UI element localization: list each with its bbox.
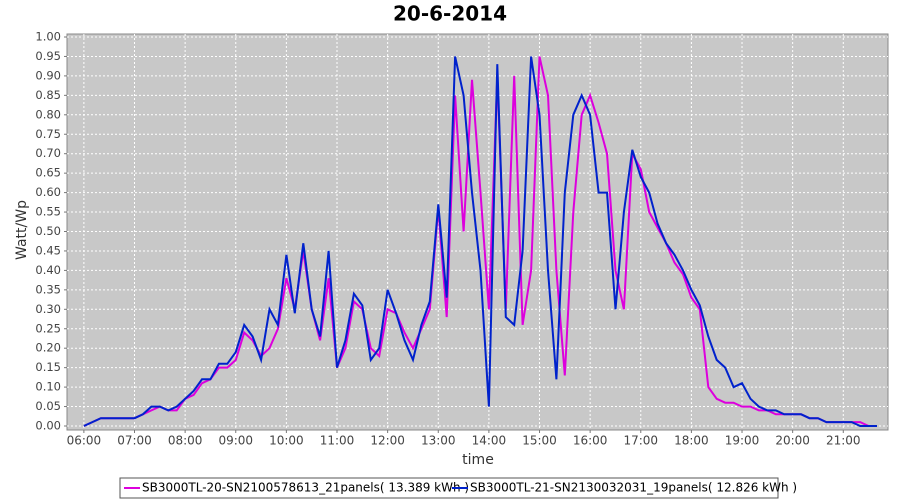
x-tick-label: 09:00 bbox=[218, 434, 253, 448]
x-tick-label: 08:00 bbox=[168, 434, 203, 448]
y-tick-label: 0.25 bbox=[35, 321, 61, 335]
x-tick-label: 15:00 bbox=[522, 434, 557, 448]
y-tick-label: 0.85 bbox=[35, 88, 61, 102]
y-tick-label: 0.40 bbox=[35, 263, 61, 277]
y-tick-label: 0.00 bbox=[35, 419, 61, 433]
y-tick-label: 0.60 bbox=[35, 185, 61, 199]
x-tick-label: 06:00 bbox=[67, 434, 102, 448]
y-tick-label: 0.05 bbox=[35, 399, 61, 413]
y-tick-label: 0.50 bbox=[35, 224, 61, 238]
x-tick-label: 11:00 bbox=[320, 434, 355, 448]
y-tick-label: 0.30 bbox=[35, 302, 61, 316]
x-tick-label: 16:00 bbox=[573, 434, 608, 448]
y-tick-label: 0.95 bbox=[35, 49, 61, 63]
y-tick-label: 0.80 bbox=[35, 107, 61, 121]
legend bbox=[119, 477, 779, 499]
y-tick-label: 0.75 bbox=[35, 127, 61, 141]
y-tick-label: 0.55 bbox=[35, 205, 61, 219]
x-axis-label: time bbox=[462, 452, 494, 468]
y-tick-label: 0.45 bbox=[35, 243, 61, 257]
y-tick-label: 0.10 bbox=[35, 380, 61, 394]
x-tick-label: 17:00 bbox=[623, 434, 658, 448]
x-tick-label: 14:00 bbox=[472, 434, 507, 448]
series-line bbox=[83, 56, 877, 427]
x-tick-label: 12:00 bbox=[370, 434, 405, 448]
x-tick-label: 13:00 bbox=[421, 434, 456, 448]
legend-label: SB3000TL-21-SN2130032031_19panels( 12.82… bbox=[470, 481, 797, 495]
x-tick-label: 21:00 bbox=[826, 434, 861, 448]
y-tick-label: 0.35 bbox=[35, 282, 61, 296]
y-tick-label: 0.70 bbox=[35, 146, 61, 160]
y-tick-label: 0.65 bbox=[35, 166, 61, 180]
y-tick-label: 0.20 bbox=[35, 341, 61, 355]
y-tick-label: 0.90 bbox=[35, 68, 61, 82]
y-axis-label: Watt/Wp bbox=[14, 200, 30, 260]
chart-title: 20-6-2014 bbox=[393, 2, 507, 26]
legend-label: SB3000TL-20-SN2100578613_21panels( 13.38… bbox=[142, 481, 469, 495]
y-tick-label: 1.00 bbox=[35, 30, 61, 44]
x-tick-label: 10:00 bbox=[269, 434, 304, 448]
x-tick-label: 07:00 bbox=[117, 434, 152, 448]
x-tick-label: 20:00 bbox=[775, 434, 810, 448]
series-line bbox=[83, 56, 877, 427]
x-tick-label: 19:00 bbox=[725, 434, 760, 448]
y-tick-label: 0.15 bbox=[35, 360, 61, 374]
x-tick-label: 18:00 bbox=[674, 434, 709, 448]
